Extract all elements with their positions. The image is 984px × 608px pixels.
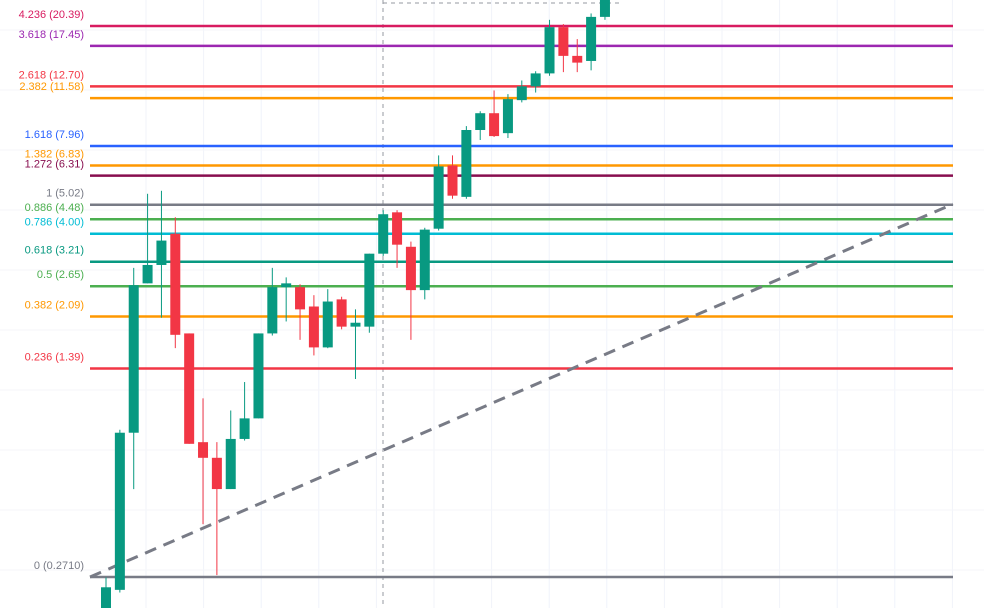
candle-body bbox=[184, 333, 195, 444]
fib-level-label: 4.236 (20.39) bbox=[19, 9, 84, 21]
fib-level-label: 2.618 (12.70) bbox=[19, 69, 84, 81]
fib-level-label: 0.236 (1.39) bbox=[25, 351, 84, 363]
candle-body bbox=[198, 442, 209, 458]
fib-level-label: 3.618 (17.45) bbox=[19, 29, 84, 41]
fib-level-label: 1.272 (6.31) bbox=[25, 158, 84, 170]
candle-body bbox=[170, 233, 181, 335]
candle-body bbox=[475, 113, 486, 131]
fib-level-label: 1.382 (6.83) bbox=[25, 148, 84, 160]
candle-body bbox=[308, 306, 319, 348]
candle-body bbox=[405, 246, 416, 291]
candle-body bbox=[572, 55, 583, 63]
candle-body bbox=[253, 333, 264, 419]
fib-level-label: 2.382 (11.58) bbox=[19, 81, 84, 93]
candle-body bbox=[433, 166, 444, 229]
candle-body bbox=[211, 457, 222, 490]
candle-body bbox=[322, 301, 333, 348]
candle-body bbox=[461, 130, 472, 197]
candle-body bbox=[599, 0, 610, 17]
candle-body bbox=[558, 27, 569, 56]
candle-body bbox=[419, 229, 430, 291]
candle-body bbox=[489, 113, 500, 137]
candle-body bbox=[516, 86, 527, 101]
candle-body bbox=[392, 212, 403, 245]
candle-body bbox=[114, 432, 125, 590]
candle-body bbox=[586, 16, 597, 61]
fib-level-label: 0.618 (3.21) bbox=[25, 245, 84, 257]
candle-body bbox=[530, 73, 541, 87]
candle-body bbox=[142, 264, 153, 284]
candle-body bbox=[281, 283, 292, 288]
candle-body bbox=[225, 438, 236, 490]
candle-body bbox=[101, 587, 111, 608]
candle-body bbox=[267, 287, 278, 334]
fib-levels: 4.236 (20.39) 3.618 (17.45) 2.618 (12.70)2… bbox=[19, 9, 953, 579]
candle-body bbox=[364, 253, 375, 327]
fib-level-label: 1.618 (7.96) bbox=[25, 129, 84, 141]
candle-body bbox=[502, 99, 513, 134]
fib-level-label: 0.5 (2.65) bbox=[37, 269, 84, 281]
candle-body bbox=[544, 27, 555, 74]
candle-body bbox=[239, 418, 250, 439]
candle-body bbox=[295, 287, 306, 310]
fib-level-label: 0.786 (4.00) bbox=[25, 217, 84, 229]
candle-body bbox=[447, 165, 458, 196]
candle-body bbox=[128, 285, 139, 433]
candles bbox=[101, 0, 610, 608]
fib-level-label: 1 (5.02) bbox=[46, 188, 84, 200]
fib-level-label: 0.382 (2.09) bbox=[25, 299, 84, 311]
candle-body bbox=[378, 214, 389, 254]
candle-body bbox=[156, 240, 167, 265]
trend-line bbox=[89, 202, 954, 579]
candle-body bbox=[336, 299, 347, 327]
fib-level-label: 0 (0.2710) bbox=[34, 560, 84, 572]
candle-body bbox=[350, 322, 361, 327]
fib-level-label: 0.886 (4.48) bbox=[25, 202, 84, 214]
